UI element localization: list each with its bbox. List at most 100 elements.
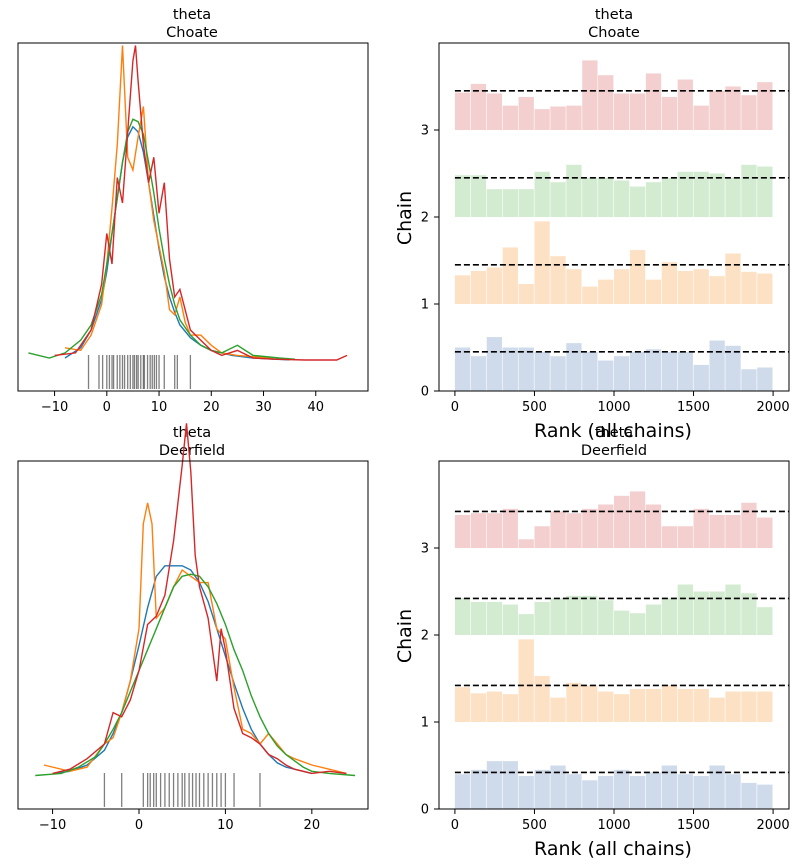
rank-deerfield-chain3-bar — [661, 526, 678, 548]
rank-deerfield-title-line2: Deerfield — [581, 443, 647, 459]
rank-choate-xtick-label: 1500 — [677, 400, 710, 415]
rank-deerfield-chain2-bar — [518, 614, 534, 635]
rank-deerfield-chain0-bar — [677, 774, 693, 809]
rank-choate-chain1-bar — [629, 250, 646, 304]
rank-deerfield-yticks: 0 1 2 3 — [421, 542, 439, 818]
rank-deerfield-chain0-bar — [486, 761, 503, 809]
rank-choate-chain0-bar — [534, 351, 550, 391]
rank-deerfield-chain3-bar — [518, 539, 534, 548]
rank-choate-chain3-bar — [629, 93, 646, 130]
rank-deerfield-chain0-bar — [725, 774, 741, 809]
rank-choate-chain1-bar — [598, 279, 614, 304]
rank-deerfield-chain1-bar — [725, 691, 741, 722]
rank-deerfield-chain2-bar — [598, 600, 614, 635]
rank-choate-chain3-bar — [582, 60, 598, 130]
rank-choate-chain2-bar — [741, 164, 757, 217]
rank-choate-chain2-bar — [757, 166, 773, 217]
rank-deerfield-ytick-label: 2 — [421, 629, 429, 644]
rank-choate-chain0-bar — [645, 349, 662, 391]
rank-deerfield-chain1-bar — [534, 675, 550, 722]
rank-choate-chain3-bar — [470, 83, 487, 130]
rank-deerfield-chain3-bar — [629, 491, 646, 548]
rank-deerfield-ylabel: Chain — [394, 609, 416, 663]
rank-deerfield-chain2-bar — [550, 598, 566, 635]
rank-choate-xlabel: Rank (all chains) — [534, 420, 692, 442]
rank-deerfield-chain2-bar — [502, 604, 518, 635]
rank-deerfield-chain0-bar — [566, 774, 582, 809]
rank-deerfield-chain2-bar — [661, 598, 678, 635]
rank-choate-chain0-bar — [757, 367, 773, 391]
rank-choate-chain2-bar — [566, 164, 582, 217]
rank-choate-chain0-bar — [677, 351, 693, 391]
rank-choate-chain0-bar — [566, 343, 582, 391]
rank-choate-ytick-label: 3 — [421, 124, 429, 139]
rank-deerfield-chain1-bar — [709, 697, 725, 722]
rank-deerfield-chain1-bar — [550, 697, 566, 722]
rank-deerfield-chain1-bar — [582, 685, 598, 722]
kde-choate-xtick-label: 40 — [307, 400, 324, 415]
kde-deerfield-xtick-label: −10 — [39, 818, 66, 833]
rank-choate-chain2-bar — [661, 177, 678, 217]
kde-deerfield-series-0-line — [52, 565, 312, 775]
rank-choate-yticks: 0 1 2 3 — [421, 124, 439, 400]
kde-choate-xtick-label: −10 — [41, 400, 68, 415]
rank-choate-chain1-bar — [709, 276, 725, 304]
rank-deerfield-chain2-bar — [486, 601, 503, 635]
rank-choate-title-line2: Choate — [588, 25, 640, 41]
rank-deerfield-xtick-label: 500 — [522, 818, 547, 833]
rank-deerfield-chain0-bar — [693, 775, 709, 809]
rank-deerfield-chain1-bar — [629, 688, 646, 722]
rank-choate-chain1-bar — [693, 269, 709, 304]
rank-choate-chain1-bar — [470, 270, 487, 304]
rank-choate-chain3-bar — [661, 96, 678, 130]
rank-choate-chain0-bar — [502, 347, 518, 391]
kde-deerfield-title-line2: Deerfield — [159, 443, 225, 459]
rank-deerfield-xticks: 0 500 1000 1500 2000 — [451, 809, 790, 833]
rank-choate-chain1-bar — [550, 256, 566, 304]
kde-choate-xtick-label: 0 — [103, 400, 111, 415]
rank-choate-chain0-bar — [550, 356, 566, 391]
rank-deerfield-chain3-bar — [614, 495, 630, 548]
rank-choate-xtick-label: 2000 — [757, 400, 790, 415]
kde-choate-frame — [17, 42, 369, 392]
rank-deerfield-chain3-bar — [693, 508, 709, 548]
rank-deerfield-chain2-bar — [582, 595, 598, 635]
kde-choate-marks — [28, 45, 348, 389]
rank-deerfield-chain2-bar — [534, 601, 550, 635]
rank-choate-marks — [454, 60, 789, 391]
rank-choate-chain1-bar — [582, 286, 598, 304]
rank-choate-chain1-bar — [725, 253, 741, 304]
rank-choate-chain2-bar — [677, 171, 693, 217]
rank-deerfield-chain0-bar — [757, 784, 773, 809]
kde-choate-xtick-label: 20 — [203, 400, 220, 415]
rank-choate-chain3-bar — [614, 93, 630, 130]
rank-choate-chain2-bar — [693, 171, 709, 217]
rank-choate-chain3-bar — [534, 109, 550, 130]
rank-choate-chain2-bar — [486, 189, 503, 217]
rank-choate-chain3-bar — [725, 86, 741, 130]
rank-choate-chain0-bar — [470, 356, 487, 391]
rank-deerfield-chain2-bar — [725, 584, 741, 635]
rank-choate-xtick-label: 1000 — [597, 400, 630, 415]
rank-choate-chain3-bar — [486, 93, 503, 130]
rank-choate-chain3-bar — [502, 105, 518, 130]
rank-deerfield-chain0-bar — [502, 761, 518, 809]
rank-choate-chain1-bar — [677, 270, 693, 304]
rank-choate-chain3-bar — [550, 106, 566, 130]
rank-deerfield-xlabel: Rank (all chains) — [534, 838, 692, 860]
rank-deerfield-chain3-bar — [645, 504, 662, 548]
rank-choate-chain3-bar — [598, 75, 614, 130]
rank-choate-chain0-bar — [661, 351, 678, 391]
rank-choate-chain0-bar — [725, 345, 741, 391]
rank-deerfield-chain0-bar — [582, 780, 598, 809]
rank-choate-chain1-bar — [614, 269, 630, 304]
rank-deerfield-chain3-bar — [486, 513, 503, 548]
rank-choate-chain0-bar — [693, 364, 709, 391]
kde-choate-xtick-label: 10 — [151, 400, 168, 415]
kde-choate-xticks: −10 0 10 20 30 40 — [41, 391, 324, 415]
kde-deerfield-series-3-line — [52, 423, 347, 775]
rank-deerfield-chain1-bar — [518, 639, 534, 722]
kde-choate-xtick-label: 30 — [255, 400, 272, 415]
rank-choate-ylabel: Chain — [394, 191, 416, 245]
rank-deerfield-chain3-bar — [470, 513, 487, 548]
